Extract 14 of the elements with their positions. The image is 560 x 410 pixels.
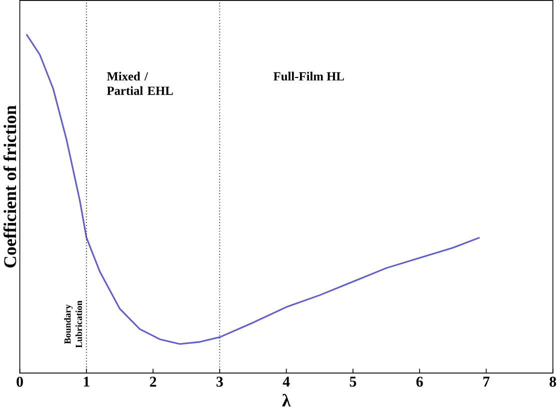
x-tick-label: 0 (16, 376, 23, 387)
y-axis-title: Coefficient of friction (3, 106, 16, 268)
annotation: Boundary Lubrication (64, 300, 82, 348)
x-tick-label: 2 (150, 376, 156, 387)
x-tick-label: 7 (483, 376, 490, 387)
x-tick-label: 3 (216, 376, 223, 387)
x-tick-label: 5 (350, 376, 356, 387)
x-tick-label: 6 (416, 376, 423, 387)
x-tick-label: 8 (550, 376, 556, 387)
x-tick-label: 4 (282, 376, 290, 387)
x-axis-title: λ (282, 394, 291, 406)
x-tick-label: 1 (84, 376, 90, 387)
annotation: Full-Film HL (274, 72, 344, 81)
annotation: Mixed / Partial EHL (106, 72, 173, 96)
